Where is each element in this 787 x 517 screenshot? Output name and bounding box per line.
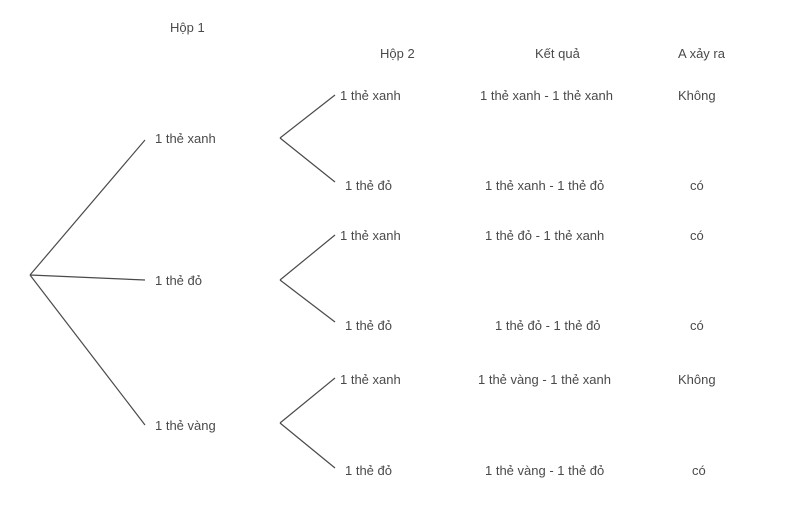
l2-5: 1 thẻ xanh [340,372,401,387]
line-do-xanh [280,235,335,280]
l2-1: 1 thẻ xanh [340,88,401,103]
occur-5: Không [678,372,716,387]
header-hop2: Hộp 2 [380,46,415,61]
result-5: 1 thẻ vàng - 1 thẻ xanh [478,372,611,387]
l2-4: 1 thẻ đỏ [345,318,392,333]
l2-6: 1 thẻ đỏ [345,463,392,478]
occur-2: có [690,178,704,193]
result-4: 1 thẻ đỏ - 1 thẻ đỏ [495,318,601,333]
header-ketqua: Kết quả [535,46,580,61]
line-xanh-xanh [280,95,335,138]
occur-3: có [690,228,704,243]
line-vang-xanh [280,378,335,423]
tree-lines [0,0,787,517]
l2-3: 1 thẻ xanh [340,228,401,243]
result-1: 1 thẻ xanh - 1 thẻ xanh [480,88,613,103]
result-3: 1 thẻ đỏ - 1 thẻ xanh [485,228,604,243]
line-root-do [30,275,145,280]
l2-2: 1 thẻ đỏ [345,178,392,193]
l1-xanh: 1 thẻ xanh [155,131,216,146]
header-hop1: Hộp 1 [170,20,205,35]
l1-do: 1 thẻ đỏ [155,273,202,288]
line-xanh-do [280,138,335,182]
line-root-vang [30,275,145,425]
header-axayra: A xảy ra [678,46,725,61]
result-6: 1 thẻ vàng - 1 thẻ đỏ [485,463,604,478]
line-root-xanh [30,140,145,275]
result-2: 1 thẻ xanh - 1 thẻ đỏ [485,178,604,193]
line-do-do [280,280,335,322]
l1-vang: 1 thẻ vàng [155,418,216,433]
occur-4: có [690,318,704,333]
line-vang-do [280,423,335,468]
occur-1: Không [678,88,716,103]
occur-6: có [692,463,706,478]
